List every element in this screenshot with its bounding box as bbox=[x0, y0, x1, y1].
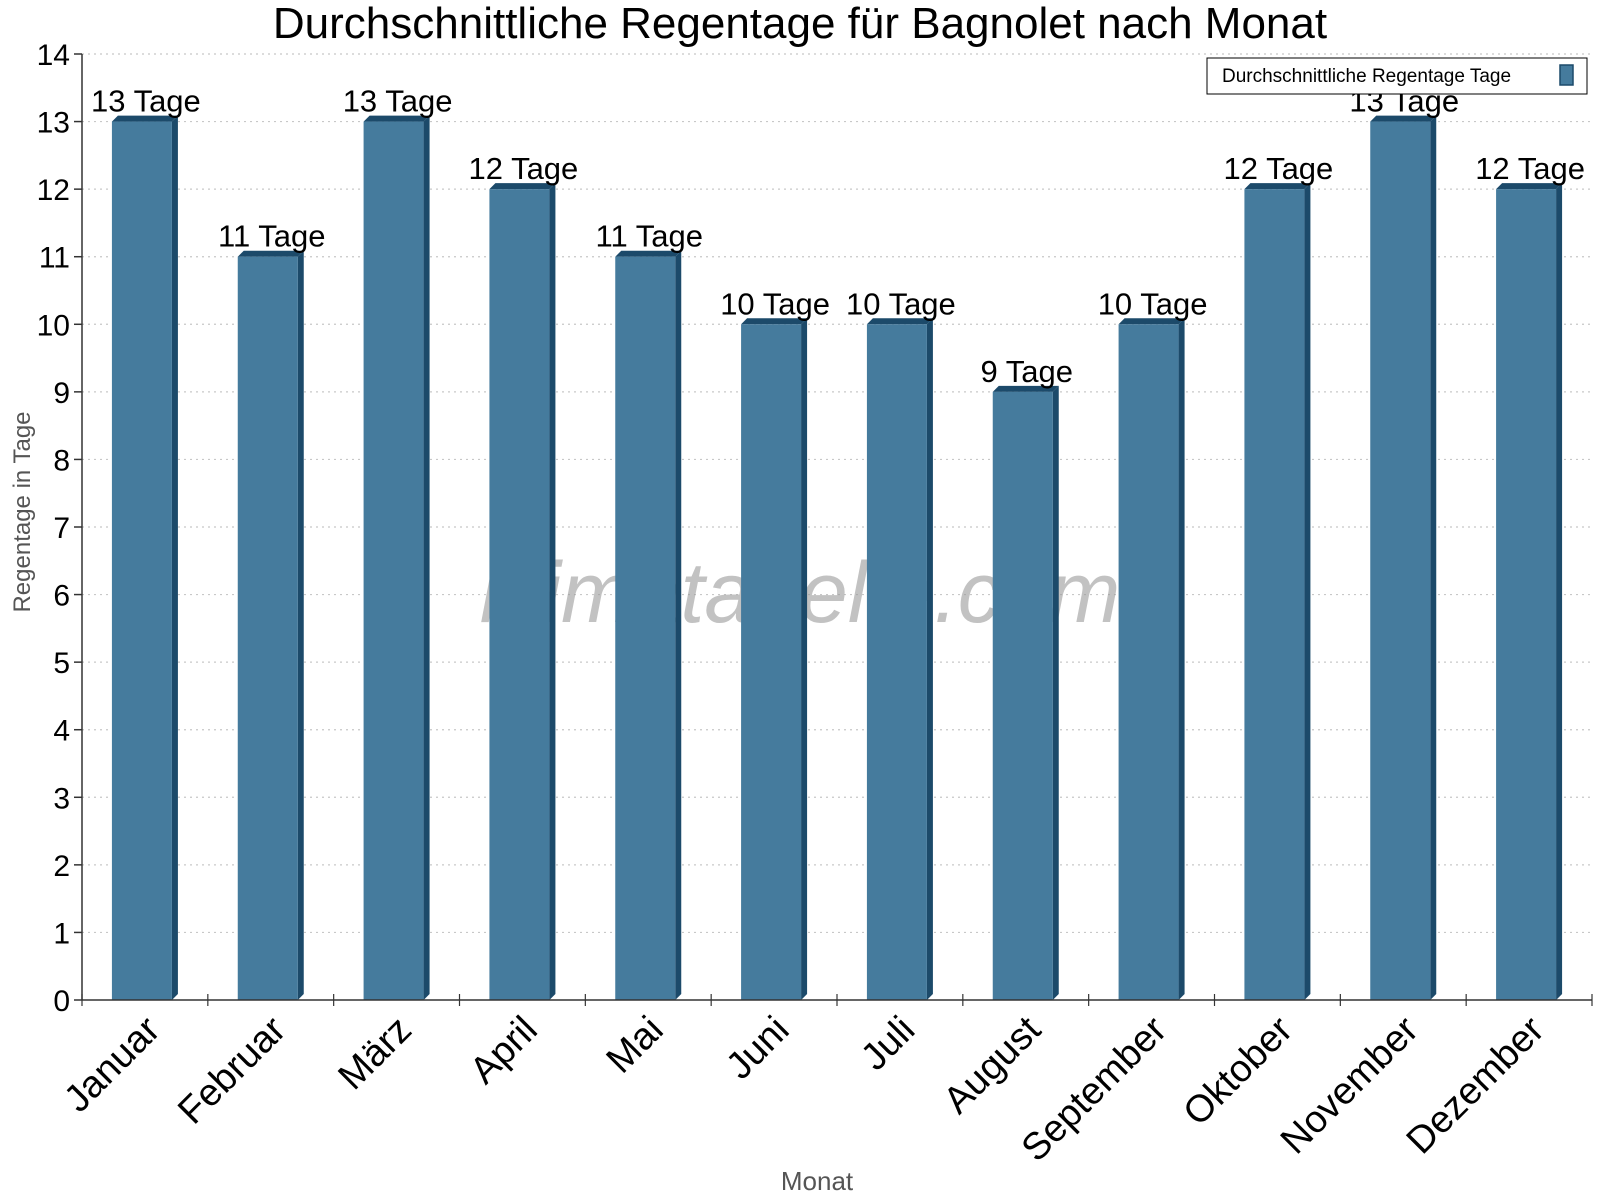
bar-5 bbox=[615, 250, 682, 1000]
data-label: 10 Tage bbox=[846, 286, 956, 321]
bar-top bbox=[866, 318, 933, 325]
bar-face bbox=[992, 391, 1053, 1000]
bar-side bbox=[297, 250, 304, 1000]
bar-7 bbox=[866, 318, 933, 1000]
axes bbox=[74, 53, 1593, 1006]
grid-lines bbox=[82, 53, 1592, 934]
bar-side bbox=[926, 318, 933, 1000]
y-tick-label: 2 bbox=[53, 850, 70, 883]
legend: Durchschnittliche Regentage Tage bbox=[1206, 57, 1588, 95]
bar-side bbox=[423, 115, 430, 1001]
data-label: 10 Tage bbox=[720, 286, 830, 321]
bar-top bbox=[111, 115, 178, 122]
bar-top bbox=[1496, 183, 1563, 190]
bar-top bbox=[741, 318, 808, 325]
data-label: 12 Tage bbox=[1475, 151, 1585, 186]
data-labels: 13 Tage 11 Tage 13 Tage 12 Tage 11 Tage 10 Ta… bbox=[91, 84, 1585, 389]
bar-9 bbox=[1118, 318, 1185, 1000]
y-tick-label: 14 bbox=[37, 39, 70, 72]
bar-1 bbox=[111, 115, 178, 1001]
bar-4 bbox=[489, 183, 556, 1001]
bar-side bbox=[1430, 115, 1437, 1001]
legend-box bbox=[1206, 57, 1588, 95]
y-tick-label: 4 bbox=[53, 715, 70, 748]
bar-top bbox=[489, 183, 556, 190]
chart-title: Durchschnittliche Regentage für Bagnolet… bbox=[273, 0, 1327, 48]
y-tick-label: 13 bbox=[37, 107, 70, 140]
data-label: 9 Tage bbox=[980, 354, 1073, 389]
bar-face bbox=[741, 324, 802, 1000]
x-tick-label: April bbox=[462, 1009, 545, 1092]
y-tick-label: 0 bbox=[53, 985, 70, 1018]
y-tick-label: 10 bbox=[37, 309, 70, 342]
data-label: 12 Tage bbox=[1224, 151, 1334, 186]
data-label: 13 Tage bbox=[91, 84, 201, 119]
x-tick-label: August bbox=[936, 1008, 1050, 1122]
bar-3 bbox=[363, 115, 430, 1001]
data-label: 11 Tage bbox=[596, 219, 703, 254]
data-label: 11 Tage bbox=[218, 219, 325, 254]
x-tick-label: Juli bbox=[853, 1009, 923, 1079]
x-tick-label: Dezember bbox=[1399, 1008, 1553, 1162]
y-tick-label: 8 bbox=[53, 444, 70, 477]
y-tick-label: 5 bbox=[53, 647, 70, 680]
bar-side bbox=[1178, 318, 1185, 1000]
legend-label: Durchschnittliche Regentage Tage bbox=[1222, 66, 1511, 87]
y-tick-label: 7 bbox=[53, 512, 70, 545]
bar-face bbox=[615, 256, 676, 1000]
x-tick-label: Mai bbox=[599, 1009, 672, 1082]
bar-face bbox=[866, 324, 927, 1000]
y-tick-label: 1 bbox=[53, 917, 70, 950]
bar-top bbox=[1370, 115, 1437, 122]
bar-top bbox=[363, 115, 430, 122]
data-label: 13 Tage bbox=[343, 84, 453, 119]
x-tick-label: Januar bbox=[56, 1008, 168, 1120]
bar-side bbox=[801, 318, 808, 1000]
y-tick-label: 12 bbox=[37, 174, 70, 207]
y-tick-label: 11 bbox=[39, 242, 70, 275]
bar-face bbox=[1118, 324, 1179, 1000]
bar-6 bbox=[741, 318, 808, 1000]
x-tick-label: Juni bbox=[718, 1009, 797, 1088]
x-tick-label: Februar bbox=[170, 1008, 294, 1132]
y-tick-label: 9 bbox=[53, 377, 70, 410]
x-tick-labels: Januar Februar März April Mai Juni Juli AugustS… bbox=[56, 1008, 1552, 1169]
x-tick-label: November bbox=[1273, 1008, 1427, 1162]
bar-side bbox=[1052, 385, 1059, 1000]
bar-side bbox=[549, 183, 556, 1001]
bar-face bbox=[111, 121, 172, 1001]
x-tick-label: März bbox=[331, 1009, 420, 1098]
x-tick-label: Oktober bbox=[1176, 1008, 1302, 1134]
bar-11 bbox=[1370, 115, 1437, 1001]
bar-12 bbox=[1496, 183, 1563, 1001]
data-label: 10 Tage bbox=[1098, 286, 1208, 321]
bar-side bbox=[1556, 183, 1563, 1001]
bar-2 bbox=[237, 250, 304, 1000]
legend-swatch bbox=[1559, 64, 1574, 86]
bar-10 bbox=[1244, 183, 1311, 1001]
bar-face bbox=[1370, 121, 1431, 1001]
bar-side bbox=[171, 115, 178, 1001]
data-label: 12 Tage bbox=[469, 151, 579, 186]
y-tick-label: 6 bbox=[53, 580, 70, 613]
bar-top bbox=[992, 385, 1059, 392]
bars bbox=[111, 115, 1563, 1001]
bar-top bbox=[237, 250, 304, 257]
bar-side bbox=[1304, 183, 1311, 1001]
bar-face bbox=[1244, 189, 1305, 1001]
bar-8 bbox=[992, 385, 1059, 1000]
bar-top bbox=[615, 250, 682, 257]
x-axis-label: Monat bbox=[781, 1166, 854, 1196]
bar-side bbox=[675, 250, 682, 1000]
bar-face bbox=[489, 189, 550, 1001]
y-axis-label: Regentage in Tage bbox=[9, 411, 36, 612]
y-tick-label: 3 bbox=[53, 782, 70, 815]
bar-face bbox=[237, 256, 298, 1000]
bar-face bbox=[363, 121, 424, 1001]
bar-top bbox=[1118, 318, 1185, 325]
bar-face bbox=[1496, 189, 1557, 1001]
bar-top bbox=[1244, 183, 1311, 190]
